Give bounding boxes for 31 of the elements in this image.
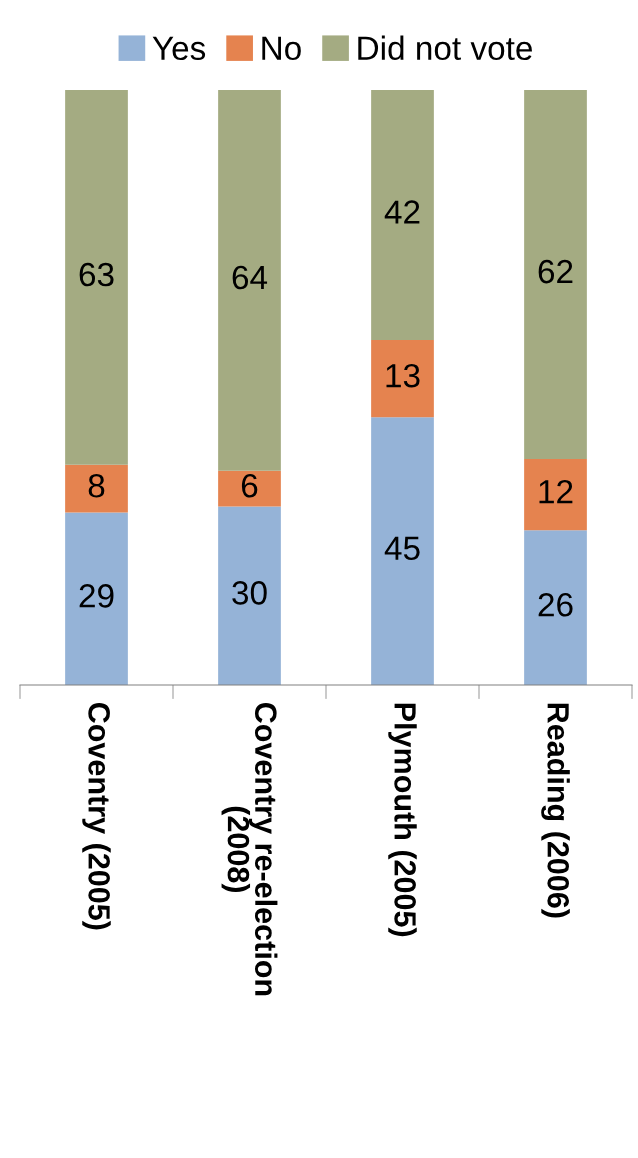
- x-tick-label: Coventry (2005): [82, 702, 111, 930]
- bar: [524, 530, 587, 685]
- data-label: 45: [384, 536, 420, 561]
- bar: [218, 470, 281, 507]
- x-tick-label: Coventry re-election (2008): [221, 702, 278, 996]
- legend-label: Did not vote: [358, 35, 532, 61]
- data-label: 26: [538, 592, 573, 617]
- data-label: 30: [232, 581, 267, 605]
- bar: [218, 90, 281, 471]
- legend-label: No: [262, 36, 301, 61]
- data-label: 64: [232, 265, 268, 290]
- bar: [371, 417, 434, 685]
- bar: [371, 339, 434, 418]
- bar: [65, 90, 128, 465]
- bar: [371, 90, 434, 340]
- data-label: 42: [384, 200, 420, 224]
- data-label: 13: [386, 363, 420, 388]
- data-label: 62: [538, 259, 573, 284]
- x-tick-label: Reading (2006): [541, 703, 570, 918]
- legend-label: Yes: [152, 36, 206, 61]
- data-label: 12: [539, 479, 573, 504]
- data-label: 29: [79, 584, 114, 608]
- bar: [524, 458, 587, 531]
- x-tick-label: Plymouth (2005): [388, 703, 417, 937]
- data-label: 8: [88, 473, 105, 498]
- data-label: 6: [241, 473, 258, 498]
- bar: [524, 90, 587, 459]
- bar: [65, 512, 128, 685]
- data-label: 63: [79, 262, 114, 287]
- bar: [65, 464, 128, 513]
- bar: [218, 506, 281, 685]
